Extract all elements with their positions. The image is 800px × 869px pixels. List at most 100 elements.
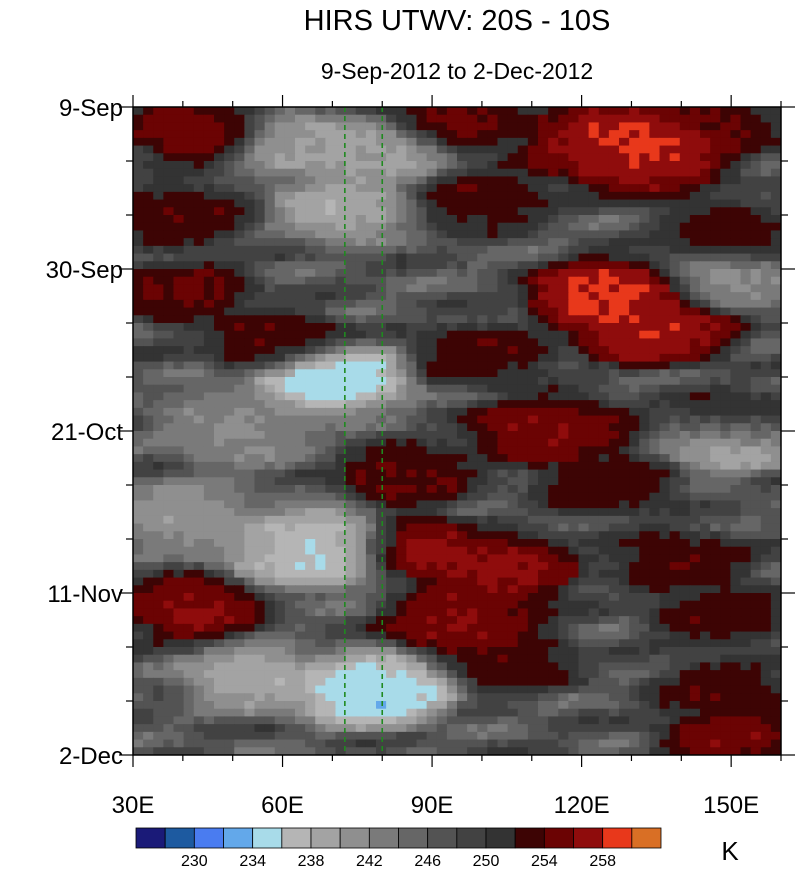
heatmap-cell <box>578 238 590 247</box>
heatmap-cell <box>133 446 144 455</box>
heatmap-cell <box>264 670 276 679</box>
heatmap-cell <box>689 670 701 679</box>
heatmap-cell <box>284 585 296 594</box>
heatmap-cell <box>527 492 539 502</box>
heatmap-cell <box>133 315 144 324</box>
heatmap-cell <box>406 130 418 139</box>
heatmap-cell <box>487 631 499 640</box>
heatmap-cell <box>750 685 762 694</box>
heatmap-cell <box>143 346 154 355</box>
heatmap-cell <box>376 662 387 671</box>
heatmap-cell <box>203 392 215 401</box>
heatmap-cell <box>365 222 377 232</box>
heatmap-cell <box>608 369 620 378</box>
heatmap-cell <box>669 215 681 224</box>
heatmap-cell <box>649 623 661 633</box>
heatmap-cell <box>234 168 245 178</box>
heatmap-cell <box>386 176 397 185</box>
heatmap-cell <box>710 677 721 687</box>
heatmap-cell <box>234 554 245 563</box>
heatmap-cell <box>467 569 478 579</box>
heatmap-cell <box>608 292 620 301</box>
heatmap-cell <box>315 500 326 509</box>
heatmap-cell <box>598 523 610 532</box>
heatmap-cell <box>325 284 337 293</box>
heatmap-cell <box>548 315 559 324</box>
heatmap-cell <box>740 623 752 633</box>
heatmap-cell <box>619 562 630 571</box>
heatmap-cell <box>629 176 640 185</box>
heatmap-cell <box>234 323 245 332</box>
heatmap-cell <box>305 130 316 139</box>
heatmap-cell <box>558 585 569 594</box>
heatmap-cell <box>568 677 580 687</box>
heatmap-cell <box>578 500 590 509</box>
heatmap-cell <box>446 693 458 702</box>
heatmap-cell <box>517 276 529 286</box>
heatmap-cell <box>436 593 448 602</box>
heatmap-cell <box>558 454 569 463</box>
heatmap-cell <box>295 616 306 625</box>
heatmap-cell <box>203 469 215 478</box>
heatmap-cell <box>659 585 671 594</box>
heatmap-cell <box>153 647 164 656</box>
heatmap-cell <box>305 299 316 309</box>
heatmap-cell <box>598 508 610 517</box>
heatmap-cell <box>264 114 276 124</box>
heatmap-cell <box>436 207 448 216</box>
heatmap-cell <box>740 693 752 702</box>
heatmap-cell <box>669 446 681 455</box>
heatmap-cell <box>345 438 357 448</box>
heatmap-cell <box>295 431 306 440</box>
heatmap-cell <box>527 176 539 185</box>
heatmap-cell <box>507 346 519 355</box>
heatmap-cell <box>406 238 418 247</box>
heatmap-cell <box>295 485 306 494</box>
heatmap-cell <box>467 199 478 208</box>
heatmap-cell <box>133 369 144 378</box>
heatmap-cell <box>770 485 781 494</box>
heatmap-cell <box>467 508 478 517</box>
heatmap-cell <box>588 330 600 340</box>
heatmap-cell <box>315 569 326 579</box>
heatmap-cell <box>264 315 276 324</box>
heatmap-cell <box>315 299 326 309</box>
heatmap-cell <box>720 531 731 540</box>
heatmap-cell <box>568 315 580 324</box>
heatmap-cell <box>335 608 347 617</box>
heatmap-cell <box>497 122 509 131</box>
heatmap-cell <box>264 369 276 378</box>
heatmap-cell <box>446 677 458 687</box>
heatmap-cell <box>133 199 144 208</box>
heatmap-cell <box>477 114 488 124</box>
heatmap-cell <box>254 191 266 201</box>
heatmap-cell <box>153 107 164 116</box>
heatmap-cell <box>143 469 154 478</box>
heatmap-cell <box>487 593 499 602</box>
heatmap-cell <box>568 292 580 301</box>
heatmap-cell <box>507 492 519 502</box>
heatmap-cell <box>224 623 235 633</box>
heatmap-cell <box>426 693 438 702</box>
heatmap-cell <box>325 654 337 664</box>
heatmap-cell <box>477 107 488 116</box>
heatmap-cell <box>608 407 620 417</box>
heatmap-cell <box>295 446 306 455</box>
heatmap-cell <box>750 546 762 556</box>
heatmap-cell <box>527 191 539 201</box>
heatmap-cell <box>598 215 610 224</box>
heatmap-cell <box>203 492 215 502</box>
heatmap-cell <box>446 539 458 548</box>
heatmap-cell <box>659 477 671 486</box>
heatmap-cell <box>234 222 245 232</box>
heatmap-cell <box>527 168 539 178</box>
heatmap-cell <box>477 431 488 440</box>
heatmap-cell <box>760 577 772 586</box>
heatmap-cell <box>507 431 519 440</box>
heatmap-cell <box>659 191 671 201</box>
heatmap-cell <box>598 546 610 556</box>
heatmap-cell <box>588 415 600 424</box>
heatmap-cell <box>214 384 225 394</box>
heatmap-cell <box>750 199 762 208</box>
heatmap-cell <box>193 307 205 316</box>
